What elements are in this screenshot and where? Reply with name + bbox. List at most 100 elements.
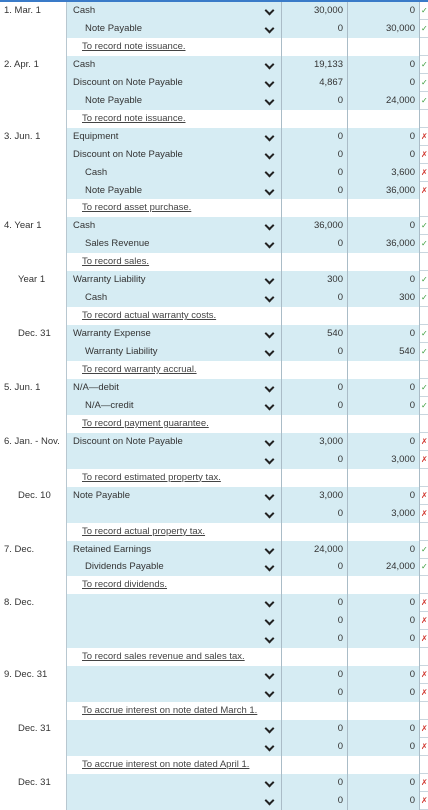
credit-input[interactable]: 0	[348, 720, 420, 738]
chevron-down-icon[interactable]	[264, 95, 275, 106]
credit-input[interactable]: 0	[348, 217, 420, 236]
account-select[interactable]	[67, 450, 282, 469]
account-select[interactable]	[67, 666, 282, 685]
chevron-down-icon[interactable]	[264, 508, 275, 519]
debit-input[interactable]: 0	[282, 684, 348, 703]
debit-input[interactable]: 0	[282, 396, 348, 415]
account-select[interactable]	[67, 594, 282, 613]
account-select[interactable]	[67, 630, 282, 649]
credit-input[interactable]: 0	[348, 271, 420, 290]
debit-input[interactable]: 0	[282, 181, 348, 200]
credit-input[interactable]: 36,000	[348, 181, 420, 200]
chevron-down-icon[interactable]	[264, 454, 275, 465]
account-select[interactable]: Sales Revenue	[67, 235, 282, 254]
debit-input[interactable]: 540	[282, 325, 348, 344]
chevron-down-icon[interactable]	[264, 5, 275, 16]
chevron-down-icon[interactable]	[264, 346, 275, 357]
account-select[interactable]: Discount on Note Payable	[67, 432, 282, 451]
account-select[interactable]: Dividends Payable	[67, 558, 282, 577]
debit-input[interactable]: 0	[282, 737, 348, 756]
credit-input[interactable]: 0	[348, 55, 420, 74]
debit-input[interactable]: 0	[282, 235, 348, 254]
credit-input[interactable]: 0	[348, 432, 420, 451]
debit-input[interactable]: 0	[282, 630, 348, 649]
account-select[interactable]: N/A—credit	[67, 396, 282, 415]
credit-input[interactable]: 3,600	[348, 163, 420, 182]
account-select[interactable]: Equipment	[67, 127, 282, 146]
account-select[interactable]: Warranty Liability	[67, 343, 282, 362]
account-select[interactable]: N/A—debit	[67, 378, 282, 397]
credit-input[interactable]: 0	[348, 127, 420, 146]
debit-input[interactable]: 0	[282, 127, 348, 146]
chevron-down-icon[interactable]	[264, 669, 275, 680]
debit-input[interactable]: 4,867	[282, 73, 348, 92]
chevron-down-icon[interactable]	[264, 561, 275, 572]
credit-input[interactable]: 540	[348, 343, 420, 362]
credit-input[interactable]: 0	[348, 594, 420, 613]
account-select[interactable]: Cash	[67, 163, 282, 182]
chevron-down-icon[interactable]	[264, 292, 275, 303]
debit-input[interactable]: 3,000	[282, 486, 348, 505]
chevron-down-icon[interactable]	[264, 382, 275, 393]
chevron-down-icon[interactable]	[264, 741, 275, 752]
chevron-down-icon[interactable]	[264, 777, 275, 788]
account-select[interactable]: Note Payable	[67, 19, 282, 38]
account-select[interactable]	[67, 504, 282, 523]
account-select[interactable]	[67, 684, 282, 703]
debit-input[interactable]: 0	[282, 163, 348, 182]
debit-input[interactable]: 0	[282, 666, 348, 685]
credit-input[interactable]: 0	[348, 145, 420, 164]
account-select[interactable]	[67, 720, 282, 738]
credit-input[interactable]: 0	[348, 791, 420, 810]
chevron-down-icon[interactable]	[264, 328, 275, 339]
debit-input[interactable]: 0	[282, 773, 348, 792]
credit-input[interactable]: 0	[348, 612, 420, 631]
account-select[interactable]	[67, 791, 282, 810]
debit-input[interactable]: 0	[282, 343, 348, 362]
credit-input[interactable]: 0	[348, 396, 420, 415]
debit-input[interactable]: 0	[282, 145, 348, 164]
debit-input[interactable]: 0	[282, 378, 348, 397]
account-select[interactable]	[67, 773, 282, 792]
account-select[interactable]	[67, 737, 282, 756]
debit-input[interactable]: 36,000	[282, 217, 348, 236]
debit-input[interactable]: 24,000	[282, 540, 348, 559]
credit-input[interactable]: 30,000	[348, 19, 420, 38]
debit-input[interactable]: 30,000	[282, 2, 348, 20]
credit-input[interactable]: 0	[348, 630, 420, 649]
chevron-down-icon[interactable]	[264, 131, 275, 142]
chevron-down-icon[interactable]	[264, 436, 275, 447]
account-select[interactable]: Discount on Note Payable	[67, 145, 282, 164]
account-select[interactable]: Cash	[67, 2, 282, 20]
debit-input[interactable]: 19,133	[282, 55, 348, 74]
debit-input[interactable]: 300	[282, 271, 348, 290]
chevron-down-icon[interactable]	[264, 490, 275, 501]
credit-input[interactable]: 0	[348, 378, 420, 397]
debit-input[interactable]: 0	[282, 504, 348, 523]
chevron-down-icon[interactable]	[264, 615, 275, 626]
account-select[interactable]: Discount on Note Payable	[67, 73, 282, 92]
chevron-down-icon[interactable]	[264, 220, 275, 231]
chevron-down-icon[interactable]	[264, 23, 275, 34]
credit-input[interactable]: 0	[348, 2, 420, 20]
credit-input[interactable]: 0	[348, 486, 420, 505]
account-select[interactable]	[67, 612, 282, 631]
chevron-down-icon[interactable]	[264, 795, 275, 806]
chevron-down-icon[interactable]	[264, 238, 275, 249]
account-select[interactable]: Note Payable	[67, 91, 282, 110]
chevron-down-icon[interactable]	[264, 687, 275, 698]
account-select[interactable]: Cash	[67, 55, 282, 74]
chevron-down-icon[interactable]	[264, 597, 275, 608]
chevron-down-icon[interactable]	[264, 544, 275, 554]
credit-input[interactable]: 36,000	[348, 235, 420, 254]
chevron-down-icon[interactable]	[264, 400, 275, 411]
debit-input[interactable]: 0	[282, 450, 348, 469]
account-select[interactable]: Retained Earnings	[67, 540, 282, 559]
debit-input[interactable]: 0	[282, 558, 348, 577]
debit-input[interactable]: 0	[282, 91, 348, 110]
chevron-down-icon[interactable]	[264, 185, 275, 195]
chevron-down-icon[interactable]	[264, 723, 275, 734]
debit-input[interactable]: 0	[282, 791, 348, 810]
chevron-down-icon[interactable]	[264, 149, 275, 160]
debit-input[interactable]: 0	[282, 612, 348, 631]
